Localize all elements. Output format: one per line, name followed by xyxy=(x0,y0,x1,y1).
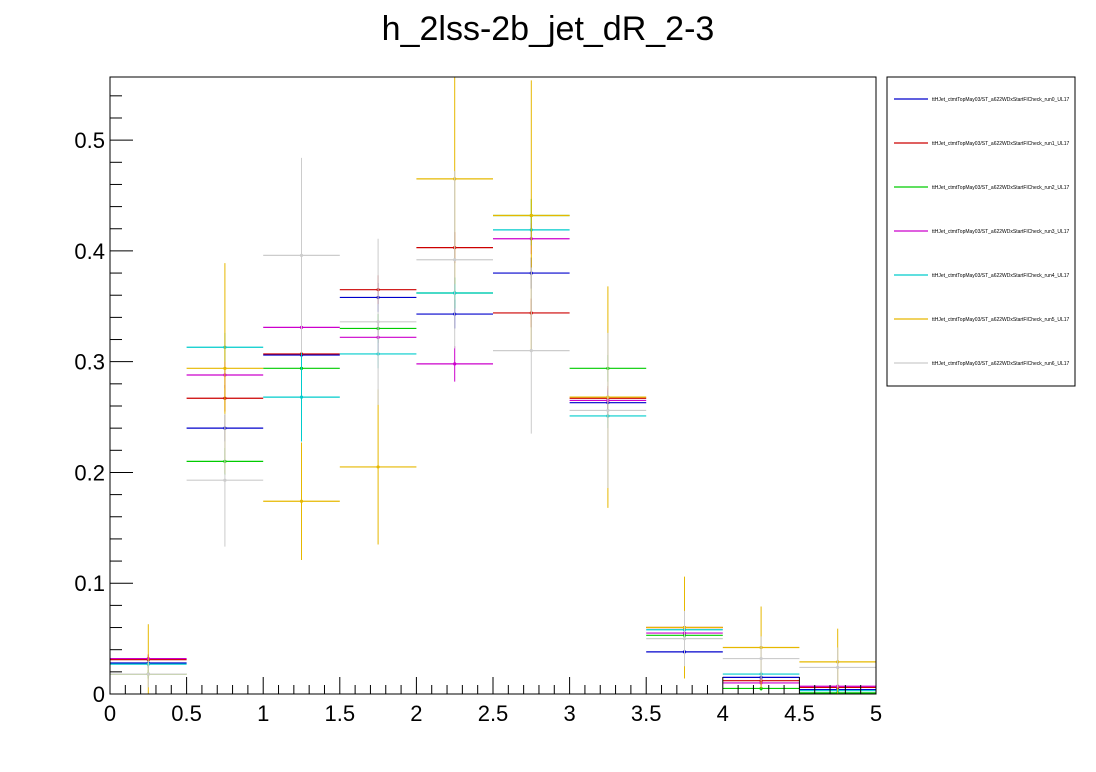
legend-label: ttHJet_ctmtTopMay03/ST_a622WDxStartFlChe… xyxy=(932,273,1070,279)
x-tick-label: 1.5 xyxy=(325,701,356,726)
data-point xyxy=(606,408,610,413)
legend-label: ttHJet_ctmtTopMay03/ST_a622WDxStartFlChe… xyxy=(932,185,1070,191)
x-tick-label: 4.5 xyxy=(784,701,815,726)
data-point xyxy=(299,499,304,503)
y-tick-label: 0 xyxy=(93,682,105,707)
x-tick-label: 0.5 xyxy=(171,701,202,726)
marks-layer xyxy=(110,77,876,695)
data-point xyxy=(146,672,150,676)
legend-label: ttHJet_ctmtTopMay03/ST_a622WDxStartFlChe… xyxy=(932,317,1070,323)
data-point xyxy=(529,213,533,218)
x-tick-label: 3 xyxy=(563,701,575,726)
data-point xyxy=(529,349,533,353)
data-point xyxy=(759,656,763,661)
x-tick-label: 3.5 xyxy=(631,701,662,726)
legend-label: ttHJet_ctmtTopMay03/ST_a622WDxStartFlChe… xyxy=(932,229,1070,235)
y-tick-label: 0.1 xyxy=(74,571,105,596)
series-5 xyxy=(110,77,876,694)
data-point xyxy=(836,665,840,670)
axes-layer: 0 0.5 1 1.5 2 2.5 3 3.5 4 4.5 5 0 0.1 0.2 0.3 0.4 0.5 xyxy=(74,95,882,726)
data-point xyxy=(376,320,380,324)
x-tick-label: 5 xyxy=(870,701,882,726)
y-tick-label: 0.2 xyxy=(74,460,105,485)
y-tick-label: 0.5 xyxy=(74,128,105,153)
data-point xyxy=(682,637,687,641)
x-tick-label: 0 xyxy=(104,701,116,726)
legend-label: ttHJet_ctmtTopMay03/ST_a622WDxStartFlChe… xyxy=(932,141,1070,147)
chart-title: h_2lss-2b_jet_dR_2-3 xyxy=(382,10,715,48)
data-point xyxy=(223,366,227,370)
x-tick-label: 1 xyxy=(257,701,269,726)
data-point xyxy=(223,478,227,482)
y-tick-label: 0.3 xyxy=(74,350,105,375)
data-point xyxy=(453,362,457,366)
x-tick-label: 4 xyxy=(717,701,729,726)
data-point xyxy=(299,253,304,257)
legend-label: ttHJet_ctmtTopMay03/ST_a622WDxStartFlChe… xyxy=(932,361,1070,367)
data-point xyxy=(453,258,457,262)
data-point xyxy=(299,395,304,399)
data-point xyxy=(376,465,380,469)
legend-label: ttHJet_ctmtTopMay03/ST_a622WDxStartFlChe… xyxy=(932,97,1070,103)
series-6 xyxy=(110,157,876,688)
y-tick-label: 0.4 xyxy=(74,239,105,264)
x-tick-label: 2.5 xyxy=(478,701,509,726)
x-tick-label: 2 xyxy=(410,701,422,726)
legend: ttHJet_ctmtTopMay03/ST_a622WDxStartFlChe… xyxy=(886,76,1076,387)
